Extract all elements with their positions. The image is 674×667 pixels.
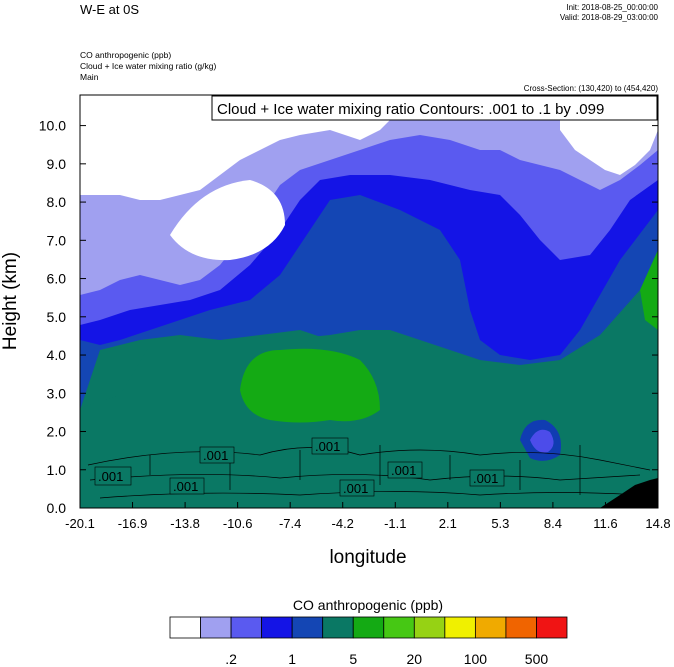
plot-frame [79, 94, 659, 509]
field-co-label: CO anthropogenic (ppb) [80, 50, 172, 60]
field-cloud-label: Cloud + Ice water mixing ratio (g/kg) [80, 61, 217, 71]
colorbar-tick-label: 1 [288, 651, 296, 667]
y-axis: 0.0 1.0 2.0 3.0 4.0 5.0 6.0 7.0 8.0 9.0 10.0 [39, 118, 658, 516]
x-tick-label: 5.3 [491, 516, 509, 531]
y-tick-label: 8.0 [47, 194, 67, 210]
colorbar-tick-label: 20 [407, 651, 423, 667]
y-tick-label: 10.0 [39, 118, 66, 134]
colorbar-swatch [322, 616, 354, 639]
contour-label: .001 [391, 463, 416, 478]
colorbar-swatch [474, 616, 507, 639]
x-tick-label: -16.9 [118, 516, 148, 531]
contour-label: .001 [343, 481, 368, 496]
y-tick-label: 1.0 [47, 462, 67, 478]
colorbar-swatch [230, 616, 263, 639]
y-tick-label: 7.0 [47, 232, 67, 248]
contour-info-box [211, 95, 658, 121]
contour-label: .001 [315, 439, 340, 454]
colorbar-swatch [291, 616, 324, 639]
x-axis: -20.1 -16.9 -13.8 -10.6 -7.4 -4.2 -1.1 2.1 5.3 8.… [65, 502, 671, 531]
contour-label: .001 [173, 479, 198, 494]
co-level-10-region [240, 348, 380, 423]
terrain [600, 478, 658, 508]
colorbar-tick-label: .2 [225, 651, 237, 667]
colorbar-labels: .2 1 5 20 100 500 [225, 651, 548, 667]
x-tick-label: 14.8 [645, 516, 670, 531]
co-level-10-region-east [640, 250, 658, 330]
y-tick-label: 0.0 [47, 500, 67, 516]
colorbar-tick-label: 500 [525, 651, 549, 667]
x-tick-label: 8.4 [544, 516, 562, 531]
y-tick-label: 3.0 [47, 385, 67, 401]
y-axis-label: Height (km) [0, 252, 21, 350]
x-tick-label: 2.1 [439, 516, 457, 531]
valid-time: Valid: 2018-08-29_03:00:00 [559, 13, 658, 22]
x-tick-label: -4.2 [332, 516, 354, 531]
chart-title: W-E at 0S [80, 2, 140, 17]
field-main-label: Main [80, 72, 99, 82]
colorbar-swatch [261, 616, 293, 639]
co-level-1-patch [520, 419, 561, 461]
colorbar-title: CO anthropogenic (ppb) [293, 597, 443, 613]
x-tick-label: 11.6 [593, 516, 617, 531]
colorbar-swatch [413, 616, 446, 639]
co-level-0-region [80, 95, 400, 200]
contour-info-text: Cloud + Ice water mixing ratio Contours:… [217, 101, 604, 118]
cross-section-label: Cross-Section: (130,420) to (454,420) [523, 84, 658, 93]
y-tick-label: 6.0 [47, 271, 67, 287]
colorbar-swatch [169, 616, 201, 639]
x-axis-label: longitude [329, 547, 406, 568]
contour-label: .001 [203, 448, 228, 463]
colorbar-tick-label: 100 [464, 651, 488, 667]
x-tick-label: -10.6 [223, 516, 253, 531]
x-tick-label: -13.8 [170, 516, 200, 531]
colorbar [169, 616, 568, 639]
colorbar-tick-label: 5 [349, 651, 357, 667]
colorbar-swatch [383, 616, 415, 639]
contour-label: .001 [473, 471, 498, 486]
colorbar-swatch [444, 616, 476, 639]
y-tick-label: 4.0 [47, 347, 67, 363]
x-tick-label: -7.4 [279, 516, 301, 531]
init-time: Init: 2018-08-25_00:00:00 [566, 3, 658, 12]
colorbar-swatch [536, 616, 568, 639]
heatmap-field [80, 95, 658, 508]
y-tick-label: 9.0 [47, 156, 67, 172]
colorbar-swatch [200, 616, 232, 639]
colorbar-swatch [505, 616, 537, 639]
y-tick-label: 2.0 [47, 424, 67, 440]
x-tick-label: -20.1 [65, 516, 95, 531]
y-tick-label: 5.0 [47, 309, 67, 325]
x-tick-label: -1.1 [384, 516, 406, 531]
colorbar-swatch [352, 616, 385, 639]
co-level-0-pocket [170, 180, 285, 261]
contour-label: .001 [98, 469, 123, 484]
